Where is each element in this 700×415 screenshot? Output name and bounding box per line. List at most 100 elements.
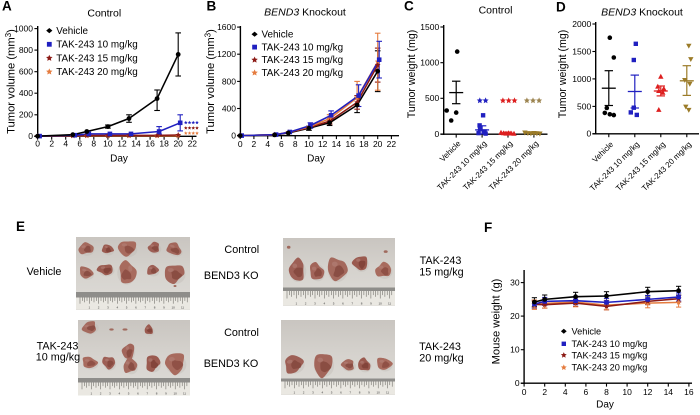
svg-text:4: 4 [321, 391, 323, 395]
svg-text:0: 0 [231, 131, 236, 141]
svg-text:Day: Day [307, 153, 325, 164]
svg-text:600: 600 [19, 67, 33, 77]
svg-text:0: 0 [28, 131, 33, 141]
svg-text:TAK-243 20 mg/kg: TAK-243 20 mg/kg [56, 67, 138, 78]
svg-text:16: 16 [684, 387, 694, 397]
svg-text:TAK-243 10 mg/kg: TAK-243 10 mg/kg [572, 339, 648, 349]
svg-text:Day: Day [596, 400, 614, 411]
svg-text:400: 400 [222, 103, 236, 113]
svg-text:BEND3 KO: BEND3 KO [204, 358, 259, 370]
svg-text:TAK-243: TAK-243 [419, 341, 461, 353]
svg-text:4: 4 [265, 139, 270, 149]
svg-text:9: 9 [368, 391, 370, 395]
svg-text:22: 22 [387, 139, 397, 149]
svg-text:10: 10 [379, 302, 383, 306]
svg-text:6: 6 [340, 391, 342, 395]
svg-text:3: 3 [312, 391, 314, 395]
svg-text:8: 8 [91, 139, 96, 149]
svg-text:6: 6 [135, 306, 137, 310]
svg-text:8: 8 [361, 302, 363, 306]
svg-text:8: 8 [154, 306, 156, 310]
svg-text:TAK-243 15 mg/kg: TAK-243 15 mg/kg [262, 55, 344, 66]
svg-text:1200: 1200 [217, 49, 236, 59]
svg-text:8: 8 [293, 139, 298, 149]
svg-text:Vehicle: Vehicle [56, 26, 88, 37]
svg-text:12: 12 [117, 139, 127, 149]
svg-text:9: 9 [165, 392, 167, 396]
svg-text:Vehicle: Vehicle [27, 266, 62, 278]
svg-text:1500: 1500 [572, 46, 591, 56]
svg-text:TAK-243 15 mg/kg: TAK-243 15 mg/kg [572, 350, 648, 360]
svg-text:Day: Day [110, 153, 128, 164]
svg-text:B: B [207, 0, 217, 14]
svg-text:500: 500 [577, 101, 591, 111]
svg-text:Vehicle: Vehicle [572, 326, 602, 336]
svg-text:22: 22 [188, 139, 198, 149]
svg-text:D: D [556, 0, 566, 15]
svg-text:10: 10 [377, 391, 381, 395]
svg-text:1600: 1600 [217, 22, 236, 32]
svg-text:12: 12 [643, 387, 653, 397]
svg-text:7: 7 [349, 391, 351, 395]
svg-text:2: 2 [303, 391, 305, 395]
svg-text:1: 1 [295, 302, 297, 306]
svg-text:Control: Control [87, 8, 121, 20]
svg-text:TAK-243 15 mg/kg: TAK-243 15 mg/kg [56, 53, 138, 64]
svg-text:1: 1 [88, 306, 90, 310]
svg-text:400: 400 [19, 88, 33, 98]
svg-text:8: 8 [359, 391, 361, 395]
svg-text:2: 2 [305, 302, 307, 306]
svg-text:8: 8 [604, 387, 609, 397]
svg-text:1500: 1500 [420, 22, 439, 32]
svg-text:BEND3 Knockout: BEND3 Knockout [264, 7, 346, 19]
svg-text:3: 3 [314, 302, 316, 306]
svg-text:14: 14 [131, 139, 141, 149]
svg-text:11: 11 [181, 306, 184, 310]
svg-text:TAK-243 10 mg/kg: TAK-243 10 mg/kg [56, 40, 138, 51]
svg-text:12: 12 [318, 139, 328, 149]
svg-text:0: 0 [515, 378, 520, 388]
svg-text:2000: 2000 [572, 19, 591, 29]
svg-text:5: 5 [126, 306, 128, 310]
svg-text:7: 7 [146, 392, 148, 396]
svg-text:9: 9 [370, 302, 372, 306]
svg-text:C: C [404, 0, 414, 14]
svg-text:Control: Control [224, 244, 259, 256]
svg-text:200: 200 [19, 110, 33, 120]
svg-text:7: 7 [351, 302, 353, 306]
svg-text:2: 2 [252, 139, 257, 149]
svg-text:18: 18 [159, 139, 169, 149]
svg-text:2: 2 [542, 387, 547, 397]
svg-text:Mouse weight (g): Mouse weight (g) [491, 278, 503, 364]
svg-text:BEND3 Knockout: BEND3 Knockout [601, 7, 683, 19]
svg-text:1: 1 [293, 391, 295, 395]
svg-text:TAK-243: TAK-243 [420, 255, 462, 267]
svg-text:10: 10 [304, 139, 314, 149]
svg-text:10: 10 [622, 387, 632, 397]
svg-text:Control: Control [479, 5, 513, 17]
svg-text:1000: 1000 [14, 24, 33, 34]
svg-text:11: 11 [386, 391, 389, 395]
svg-text:15 mg/kg: 15 mg/kg [419, 266, 463, 278]
svg-text:800: 800 [19, 45, 33, 55]
svg-text:800: 800 [222, 76, 236, 86]
svg-text:16: 16 [145, 139, 155, 149]
svg-text:9: 9 [163, 306, 165, 310]
svg-text:30: 30 [510, 278, 520, 288]
svg-text:A: A [2, 0, 12, 14]
svg-text:5: 5 [128, 392, 130, 396]
svg-text:7: 7 [144, 306, 146, 310]
svg-text:20: 20 [510, 311, 520, 321]
svg-text:2: 2 [100, 392, 102, 396]
svg-text:TAK-243 20 mg/kg: TAK-243 20 mg/kg [262, 68, 344, 79]
svg-text:Tumor volume (mm3): Tumor volume (mm3) [204, 29, 217, 134]
svg-text:0: 0 [35, 139, 40, 149]
svg-text:Tumor volume (mm3): Tumor volume (mm3) [4, 29, 17, 134]
svg-text:4: 4 [118, 392, 120, 396]
svg-text:5: 5 [333, 302, 335, 306]
svg-text:4: 4 [323, 302, 325, 306]
svg-text:TAK-243: TAK-243 [37, 340, 79, 352]
svg-text:0: 0 [434, 129, 439, 139]
svg-text:20: 20 [373, 139, 383, 149]
svg-text:16: 16 [345, 139, 355, 149]
